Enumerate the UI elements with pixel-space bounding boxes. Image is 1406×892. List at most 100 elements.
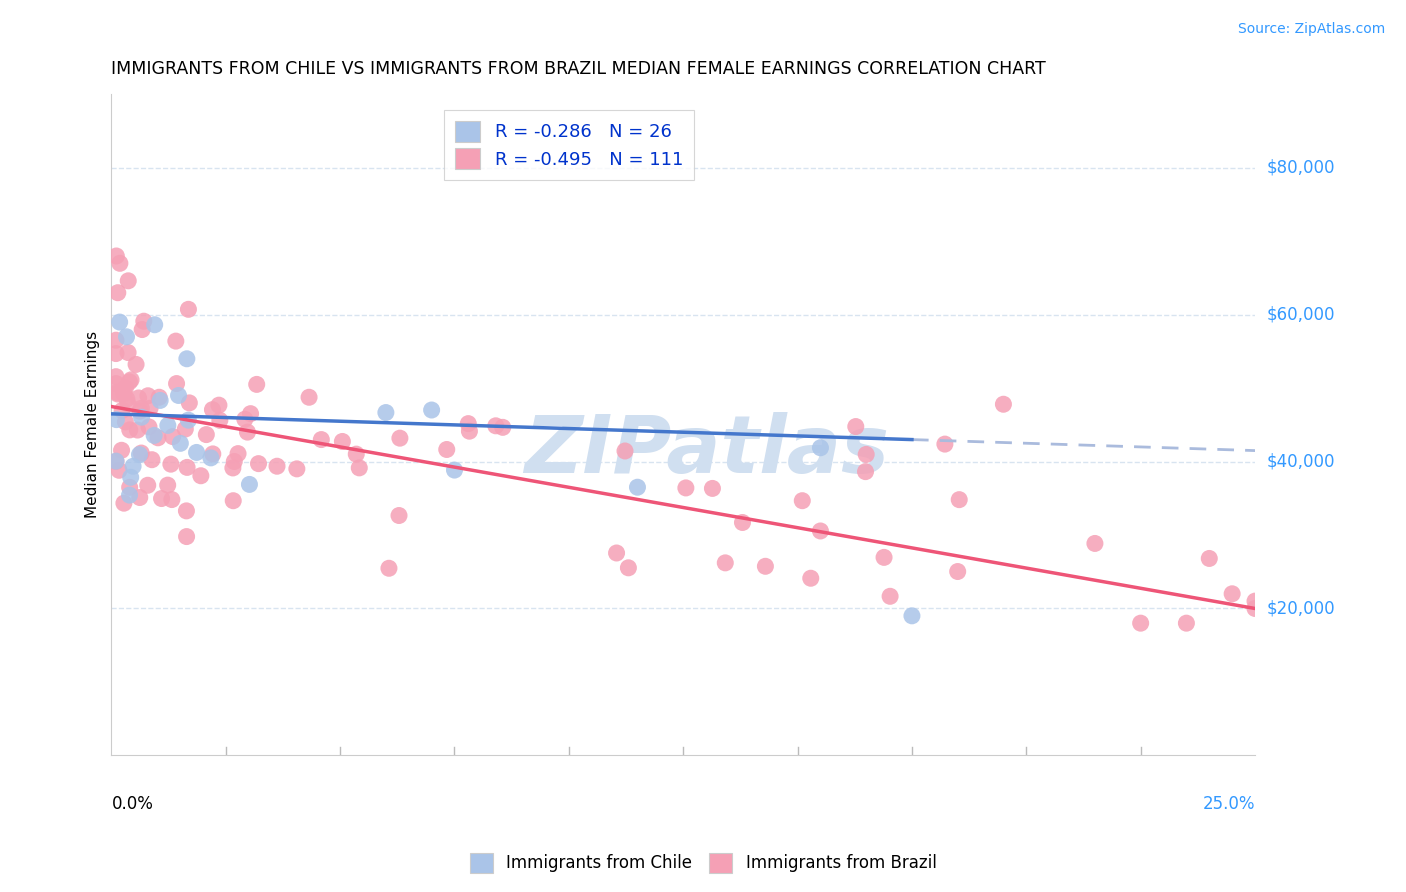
- Point: [800, 571, 823, 585]
- Point: [131, 410, 153, 425]
- Text: ZIPatlas: ZIPatlas: [523, 412, 889, 491]
- Point: [129, 446, 152, 460]
- Point: [132, 314, 155, 328]
- Point: [247, 457, 270, 471]
- Point: [146, 431, 169, 445]
- Point: [222, 461, 245, 475]
- Point: [118, 480, 141, 494]
- Point: [239, 407, 262, 421]
- Point: [108, 315, 131, 329]
- Point: [731, 516, 754, 530]
- Point: [492, 420, 515, 434]
- Point: [179, 396, 201, 410]
- Point: [128, 448, 150, 462]
- Point: [160, 457, 183, 471]
- Point: [156, 418, 179, 433]
- Point: [114, 415, 136, 429]
- Point: [1244, 601, 1267, 615]
- Point: [626, 480, 648, 494]
- Point: [458, 424, 481, 438]
- Point: [201, 447, 224, 461]
- Point: [236, 425, 259, 439]
- Point: [226, 447, 249, 461]
- Point: [131, 322, 153, 336]
- Point: [873, 550, 896, 565]
- Point: [436, 442, 458, 457]
- Point: [162, 429, 184, 443]
- Point: [457, 417, 479, 431]
- Point: [344, 447, 367, 461]
- Point: [117, 274, 139, 288]
- Point: [112, 496, 135, 510]
- Point: [166, 376, 188, 391]
- Point: [233, 412, 256, 426]
- Point: [105, 249, 128, 263]
- Point: [1129, 616, 1152, 631]
- Point: [1175, 616, 1198, 631]
- Point: [177, 302, 200, 317]
- Point: [177, 413, 200, 427]
- Legend: R = -0.286   N = 26, R = -0.495   N = 111: R = -0.286 N = 26, R = -0.495 N = 111: [444, 110, 693, 180]
- Point: [104, 346, 127, 360]
- Point: [120, 373, 142, 387]
- Text: 0.0%: 0.0%: [111, 795, 153, 813]
- Text: $20,000: $20,000: [1267, 599, 1334, 617]
- Point: [946, 565, 969, 579]
- Point: [104, 454, 127, 468]
- Point: [485, 418, 508, 433]
- Point: [1220, 587, 1243, 601]
- Point: [266, 459, 288, 474]
- Point: [117, 397, 139, 411]
- Point: [104, 454, 127, 468]
- Point: [125, 358, 148, 372]
- Point: [128, 491, 150, 505]
- Point: [143, 428, 166, 442]
- Point: [1084, 536, 1107, 550]
- Point: [104, 376, 127, 391]
- Point: [948, 492, 970, 507]
- Point: [855, 465, 877, 479]
- Point: [420, 403, 443, 417]
- Point: [606, 546, 628, 560]
- Point: [702, 482, 724, 496]
- Point: [208, 398, 231, 412]
- Point: [208, 413, 231, 427]
- Point: [238, 477, 260, 491]
- Point: [855, 447, 877, 461]
- Text: $40,000: $40,000: [1267, 452, 1334, 471]
- Point: [332, 434, 354, 449]
- Point: [388, 508, 411, 523]
- Text: Source: ZipAtlas.com: Source: ZipAtlas.com: [1237, 22, 1385, 37]
- Point: [378, 561, 401, 575]
- Point: [112, 386, 135, 401]
- Point: [934, 437, 956, 451]
- Point: [105, 412, 128, 426]
- Point: [1244, 594, 1267, 608]
- Point: [107, 285, 129, 300]
- Point: [200, 450, 222, 465]
- Point: [845, 419, 868, 434]
- Point: [1198, 551, 1220, 566]
- Point: [169, 436, 191, 450]
- Point: [195, 427, 218, 442]
- Point: [156, 478, 179, 492]
- Point: [349, 461, 371, 475]
- Point: [879, 589, 901, 603]
- Point: [118, 375, 141, 389]
- Point: [388, 431, 411, 445]
- Point: [136, 389, 159, 403]
- Point: [176, 460, 198, 475]
- Point: [311, 433, 333, 447]
- Point: [150, 491, 173, 506]
- Point: [617, 561, 640, 575]
- Legend: Immigrants from Chile, Immigrants from Brazil: Immigrants from Chile, Immigrants from B…: [463, 847, 943, 880]
- Point: [993, 397, 1015, 411]
- Text: 25.0%: 25.0%: [1202, 795, 1256, 813]
- Point: [901, 608, 924, 623]
- Y-axis label: Median Female Earnings: Median Female Earnings: [86, 331, 100, 518]
- Point: [110, 443, 132, 458]
- Point: [810, 441, 832, 455]
- Point: [160, 492, 183, 507]
- Point: [114, 381, 136, 395]
- Point: [176, 530, 198, 544]
